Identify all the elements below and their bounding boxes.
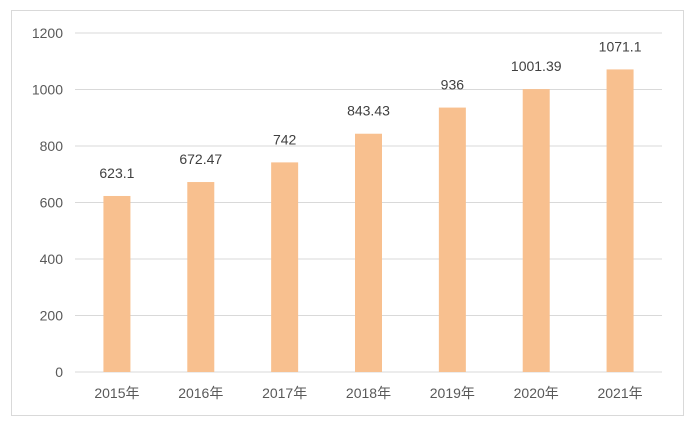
- y-tick-label: 1000: [32, 82, 63, 98]
- x-tick-label: 2019年: [430, 385, 475, 401]
- data-label: 742: [273, 131, 297, 147]
- data-label: 623.1: [99, 165, 134, 181]
- y-tick-label: 600: [40, 195, 64, 211]
- x-tick-label: 2020年: [514, 385, 559, 401]
- data-label: 672.47: [179, 151, 222, 167]
- bar: [522, 89, 550, 372]
- y-axis-ticks: 0 200 400 600 800 1000 1200: [32, 25, 63, 380]
- x-tick-label: 2016年: [178, 385, 223, 401]
- y-tick-label: 200: [40, 308, 64, 324]
- y-tick-label: 1200: [32, 25, 63, 41]
- data-labels: 623.1 672.47 742 843.43 936 1001.39 1071.1: [99, 38, 641, 181]
- x-tick-label: 2015年: [94, 385, 139, 401]
- data-label: 1001.39: [511, 58, 562, 74]
- data-label: 1071.1: [599, 38, 642, 54]
- bar: [271, 162, 299, 372]
- y-tick-label: 800: [40, 138, 64, 154]
- x-axis-ticks: 2015年 2016年 2017年 2018年 2019年 2020年 2021年: [94, 385, 642, 401]
- bar: [606, 69, 634, 373]
- bar: [355, 133, 382, 372]
- y-tick-label: 400: [40, 251, 64, 267]
- data-label: 936: [441, 77, 465, 93]
- bar: [187, 182, 215, 372]
- bar: [438, 107, 466, 372]
- x-tick-label: 2018年: [346, 385, 391, 401]
- y-tick-label: 0: [55, 364, 63, 380]
- bars: [103, 69, 634, 373]
- bar: [103, 195, 131, 372]
- data-label: 843.43: [347, 103, 390, 119]
- x-tick-label: 2021年: [597, 385, 642, 401]
- x-tick-label: 2017年: [262, 385, 307, 401]
